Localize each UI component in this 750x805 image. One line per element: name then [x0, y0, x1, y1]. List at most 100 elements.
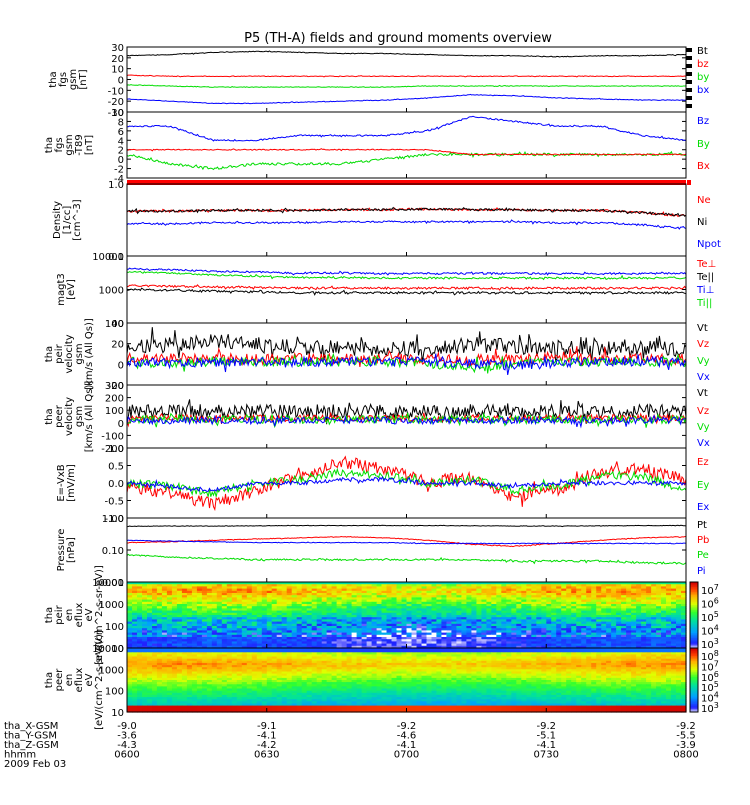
legend-Vy: Vy	[697, 422, 710, 433]
y-tick-label: 10000	[92, 578, 124, 589]
y-tick-label: 40	[111, 319, 124, 330]
y-tick-label: 0.5	[108, 462, 124, 473]
series-group	[127, 208, 686, 230]
legend-Ti⊥: Ti⊥	[696, 285, 714, 296]
series-group	[127, 457, 686, 510]
legend-Vt: Vt	[697, 388, 708, 399]
ylabel-line: [km/s (All Qs)]	[84, 318, 95, 390]
legend-Vz: Vz	[697, 339, 709, 350]
legend-Bx: Bx	[697, 161, 710, 172]
edge-mark	[686, 56, 692, 60]
legend-Ne: Ne	[697, 195, 711, 206]
panel-frame	[127, 184, 686, 256]
series-group	[127, 525, 686, 564]
y-tick-label: 100	[105, 687, 124, 698]
edge-mark	[686, 64, 692, 68]
y-tick-label: 10	[111, 708, 124, 719]
ylabel-line: [eV]	[66, 279, 77, 300]
edge-mark	[686, 104, 692, 108]
y-tick-label: 10	[111, 65, 124, 76]
y-tick-label: -20	[108, 97, 124, 108]
y-tick-label: 1.0	[108, 444, 124, 455]
series-group	[127, 327, 686, 375]
legend-Vt: Vt	[697, 323, 708, 334]
y-tick-label: 1000	[99, 665, 124, 676]
legend-Bz: Bz	[697, 116, 709, 127]
y-tick-label: 300	[105, 381, 124, 392]
legend-Vy: Vy	[697, 356, 710, 367]
legend-Ti||: Ti||	[696, 298, 712, 309]
y-tick-label: 0.10	[102, 546, 124, 557]
ylabel-line: [nPa]	[66, 537, 77, 563]
series-line-by	[127, 85, 686, 88]
y-tick-label: 10000	[92, 644, 124, 655]
legend-Ey: Ey	[697, 480, 709, 491]
series-line-bx	[127, 94, 686, 103]
ylabel-line: [cm^-3]	[72, 199, 83, 240]
legend-Pi: Pi	[697, 566, 706, 577]
y-tick-label: -0.5	[104, 497, 124, 508]
y-tick-label: -10	[108, 86, 124, 97]
y-tick-label: 0	[118, 419, 124, 430]
edge-mark	[686, 88, 692, 92]
legend-Vx: Vx	[697, 438, 710, 449]
series-line-Pt	[127, 525, 686, 527]
legend-Pe: Pe	[697, 550, 709, 561]
legend-Vz: Vz	[697, 406, 709, 417]
legend-Vx: Vx	[697, 372, 710, 383]
edge-mark	[686, 80, 692, 84]
panel-frame	[127, 518, 686, 582]
colorbar-tick-label: 104	[701, 624, 719, 638]
legend-Te⊥: Te⊥	[696, 259, 716, 270]
legend-By: By	[697, 139, 710, 150]
series-line-Bx	[127, 149, 686, 155]
legend-Bt: Bt	[697, 46, 708, 57]
edge-mark	[686, 96, 692, 100]
y-tick-label: 100	[105, 406, 124, 417]
panel-frame	[127, 47, 686, 112]
legend-Te||: Te||	[696, 272, 714, 283]
colorbar-tick-label: 105	[701, 610, 719, 624]
series-line-bz	[127, 75, 686, 77]
series-line-Ni	[127, 208, 686, 217]
legend-by: by	[697, 72, 709, 83]
series-line-Ne	[127, 208, 686, 217]
y-tick-label: 0	[118, 360, 124, 371]
series-group	[127, 268, 686, 295]
series-line-Npot	[127, 220, 686, 229]
colorbar-tick-label: 106	[701, 597, 719, 611]
ylabel-line: [km/s (All Qs)]	[84, 381, 95, 453]
y-tick-label: 1.00	[102, 514, 124, 525]
y-tick-label: 30	[111, 43, 124, 54]
y-tick-label: 0.0	[108, 479, 124, 490]
series-line-Pe	[127, 554, 686, 564]
legend-Ex: Ex	[697, 502, 709, 513]
ylabel-line: [nT]	[78, 69, 89, 89]
legend-Ez: Ez	[697, 457, 709, 468]
series-line-Ti||	[127, 271, 686, 279]
plot-title: P5 (TH-A) fields and ground moments over…	[244, 31, 552, 46]
series-group	[127, 399, 686, 427]
legend-bx: bx	[697, 85, 709, 96]
legend-Pb: Pb	[697, 535, 709, 546]
ylabel-line: [nT]	[84, 135, 95, 155]
y-tick-label: 20	[111, 340, 124, 351]
y-tick-label: 200	[105, 394, 124, 405]
ylabel-line: [mV/m]	[66, 464, 77, 502]
legend-bz: bz	[697, 59, 709, 70]
y-tick-label: 100	[105, 622, 124, 633]
series-group	[127, 51, 686, 104]
panel-frame	[127, 256, 686, 323]
y-tick-label: -100	[101, 431, 124, 442]
legend-Npot: Npot	[697, 239, 721, 250]
y-tick-label: 1000	[99, 286, 124, 297]
edge-mark	[686, 48, 692, 52]
